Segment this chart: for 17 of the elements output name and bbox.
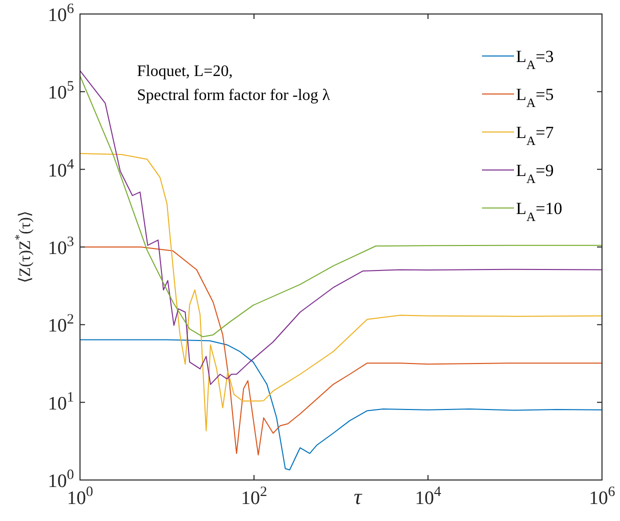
x-tick-label: 10$^{4}$ <box>414 484 442 509</box>
y-tick-label: 10$^{1}$ <box>48 389 74 414</box>
y-tick-label: 10$^{5}$ <box>48 78 74 104</box>
legend-label: L$_{A}$=9 <box>516 161 554 186</box>
x-axis-title: τ <box>354 484 363 509</box>
y-tick-label: 10$^{3}$ <box>48 234 74 259</box>
y-tick-label: 10$^{2}$ <box>48 312 74 337</box>
annotation: Floquet, L=20, <box>137 63 233 80</box>
y-tick-label: 10$^{6}$ <box>48 1 74 26</box>
legend-label: L$_{A}$=3 <box>516 47 554 72</box>
legend-label: L$_{A}$=5 <box>516 85 554 110</box>
legend-label: L$_{A}$=7 <box>516 123 554 148</box>
y-tick-label: 10$^{4}$ <box>48 156 74 182</box>
legend-label: L$_{A}$=10 <box>516 199 562 224</box>
x-tick-label: 10$^{2}$ <box>240 484 268 509</box>
annotation: Spectral form factor for -log λ <box>137 87 330 104</box>
x-tick-label: 10$^{6}$ <box>588 484 616 509</box>
